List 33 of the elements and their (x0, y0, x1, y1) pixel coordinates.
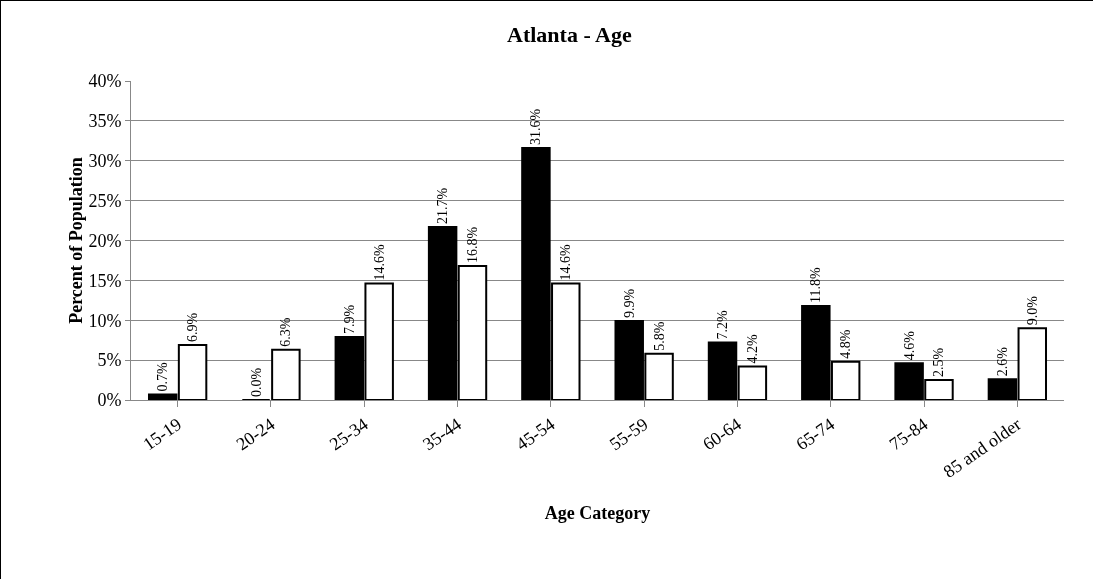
data-label: 31.6% (528, 108, 544, 145)
data-label: 6.3% (278, 317, 294, 347)
y-tick-label: 35% (88, 111, 122, 132)
x-axis-title: Age Category (544, 502, 651, 523)
data-label: 7.9% (341, 304, 357, 334)
data-label: 11.8% (808, 266, 824, 303)
x-tick-label: 85 and older (939, 413, 1025, 482)
y-tick-label: 0% (97, 390, 122, 411)
data-label: 2.6% (994, 346, 1010, 377)
y-tick-label: 40% (88, 71, 122, 92)
y-tick-label: 25% (88, 190, 122, 211)
data-label: 4.2% (744, 334, 760, 364)
data-label: 5.8% (651, 321, 667, 351)
y-axis-title: Percent of Population (66, 157, 87, 324)
y-tick-label: 20% (88, 230, 122, 251)
data-label: 9.9% (621, 288, 637, 319)
data-label: 4.8% (838, 329, 854, 359)
data-label: 16.8% (464, 226, 480, 264)
data-label: 9.0% (1024, 295, 1040, 326)
y-tick-label: 30% (88, 151, 122, 172)
y-tick-label: 15% (88, 270, 122, 291)
data-label: 14.6% (558, 244, 574, 281)
y-tick-label: 10% (88, 310, 122, 331)
data-label: 4.6% (901, 330, 917, 361)
data-label: 2.5% (931, 347, 947, 378)
data-label: 14.6% (371, 244, 387, 281)
data-label: 6.9% (185, 312, 201, 342)
data-label: 0.7% (155, 361, 171, 392)
chart-title: Atlanta - Age (507, 22, 632, 48)
data-label: 7.2% (715, 310, 731, 340)
data-label: 0.0% (248, 367, 264, 397)
data-label: 21.7% (435, 187, 451, 224)
y-tick-label: 5% (97, 350, 122, 371)
